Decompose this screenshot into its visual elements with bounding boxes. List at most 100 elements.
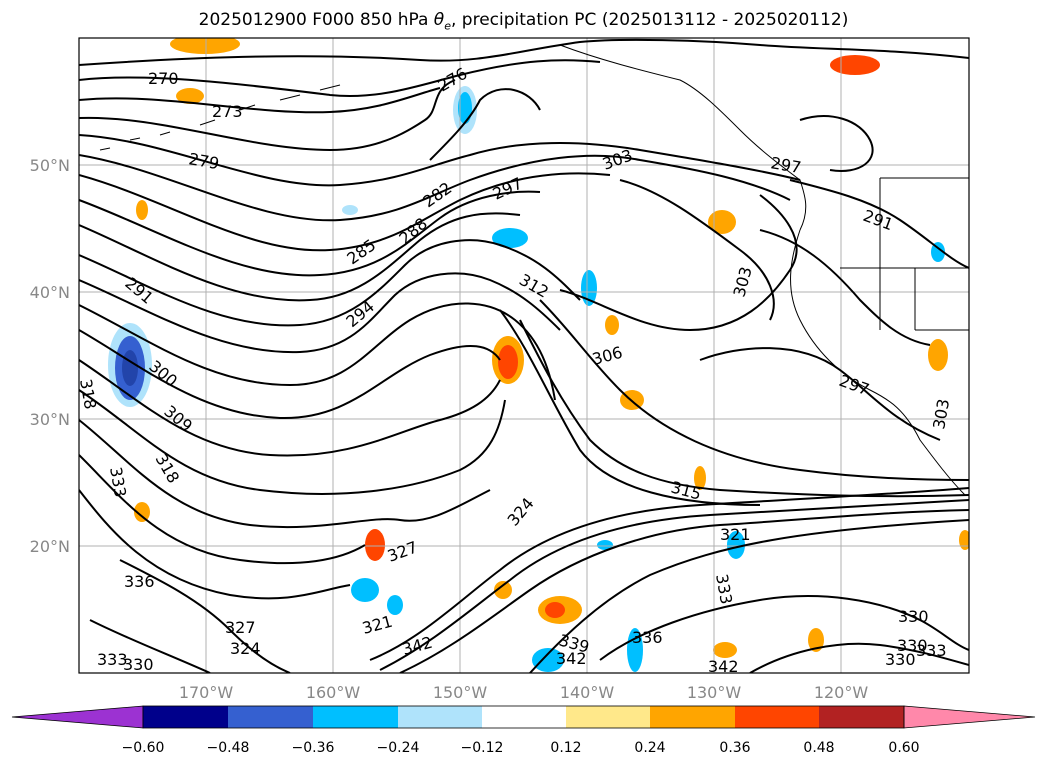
contour-line bbox=[619, 179, 775, 321]
negative-shade bbox=[627, 628, 643, 672]
contour-line bbox=[799, 115, 874, 172]
colorbar-label: 0.24 bbox=[634, 740, 665, 756]
contour-line bbox=[79, 154, 791, 222]
contour-label: 330 bbox=[885, 650, 916, 669]
contour-line bbox=[79, 389, 506, 495]
contour-line bbox=[599, 595, 969, 661]
contour-line bbox=[79, 172, 611, 252]
positive-shade bbox=[134, 502, 150, 522]
state-border bbox=[840, 177, 969, 331]
contour-line bbox=[379, 499, 969, 671]
contour-line bbox=[79, 489, 351, 600]
contour-line bbox=[79, 134, 801, 187]
colorbar-label: 0.36 bbox=[719, 740, 750, 756]
lon-tick-label: 170°W bbox=[179, 683, 234, 702]
map-frame bbox=[78, 37, 970, 674]
contour-line bbox=[89, 619, 211, 673]
contour-line bbox=[759, 229, 931, 346]
positive-shade bbox=[959, 530, 969, 550]
positive-shade bbox=[494, 581, 512, 599]
colorbar-bin bbox=[143, 706, 228, 728]
contour-label: 273 bbox=[212, 102, 243, 121]
positive-shade bbox=[176, 88, 204, 104]
lon-tick-label: 140°W bbox=[560, 683, 615, 702]
title-theta: θ bbox=[433, 10, 445, 30]
colorbar-frame bbox=[142, 705, 905, 729]
contour-line bbox=[529, 519, 969, 673]
negative-shade bbox=[597, 540, 613, 550]
colorbar-bin bbox=[735, 706, 819, 728]
contour-label: 333 bbox=[916, 641, 947, 660]
lon-tick-label: 120°W bbox=[814, 683, 869, 702]
title-main: 2025012900 F000 850 hPa bbox=[198, 10, 429, 30]
contour-line bbox=[429, 88, 541, 161]
positive-shade bbox=[136, 200, 148, 220]
contour-label: 333 bbox=[97, 650, 128, 669]
colorbar-bin bbox=[398, 706, 482, 728]
contour-label: 330 bbox=[898, 607, 929, 626]
colorbar-bin bbox=[819, 706, 904, 728]
colorbar-label: 0.48 bbox=[803, 740, 834, 756]
negative-shade bbox=[122, 350, 138, 386]
title-theta-sub: e bbox=[444, 19, 451, 33]
contour-label: 336 bbox=[124, 572, 155, 591]
contour-line bbox=[79, 272, 561, 354]
negative-shade bbox=[351, 578, 379, 602]
positive-shade bbox=[605, 315, 619, 335]
map-area bbox=[79, 38, 969, 673]
lat-tick-label: 30°N bbox=[30, 410, 70, 429]
contour-line bbox=[79, 79, 456, 151]
coastlines bbox=[99, 44, 969, 496]
contour-label: 270 bbox=[148, 69, 179, 88]
colorbar-label: 0.60 bbox=[888, 740, 919, 756]
contour-line bbox=[79, 359, 501, 457]
contour-label: 324 bbox=[230, 639, 261, 658]
lon-axis: 170°W 160°W 150°W 140°W 130°W 120°W bbox=[179, 683, 869, 702]
plot-title: 2025012900 F000 850 hPa θe, precipitatio… bbox=[0, 10, 1047, 32]
contour-label: 342 bbox=[708, 657, 739, 676]
negative-shade bbox=[458, 92, 472, 124]
contour-line bbox=[539, 299, 969, 481]
contour-line bbox=[79, 59, 601, 97]
colorbar-bin bbox=[313, 706, 398, 728]
colorbar-extend-right bbox=[903, 705, 1036, 729]
negative-shade bbox=[581, 270, 597, 306]
contour-line bbox=[559, 194, 798, 331]
colorbar: −0.60 −0.48 −0.36 −0.24 −0.12 0.12 0.24 … bbox=[11, 705, 1036, 756]
contour-line bbox=[79, 212, 521, 302]
lon-tick-label: 150°W bbox=[433, 683, 488, 702]
negative-shade bbox=[387, 595, 403, 615]
negative-shade bbox=[492, 228, 528, 248]
contour-line bbox=[399, 509, 969, 673]
contour-line bbox=[79, 454, 366, 565]
contour-line bbox=[519, 319, 969, 498]
title-rest: , precipitation PC (2025013112 - 2025020… bbox=[450, 10, 849, 30]
colorbar-label: −0.24 bbox=[377, 740, 420, 756]
positive-shade bbox=[545, 602, 565, 618]
positive-shade bbox=[928, 339, 948, 371]
contour-label: 321 bbox=[720, 525, 751, 544]
contour-label: 330 bbox=[123, 655, 154, 674]
colorbar-label: −0.12 bbox=[461, 740, 504, 756]
colorbar-bin bbox=[566, 706, 650, 728]
contour-line bbox=[79, 419, 491, 529]
contour-line bbox=[499, 309, 761, 506]
contour-label: 336 bbox=[632, 628, 663, 647]
contour-label: 330 bbox=[897, 636, 928, 655]
colorbar-label: −0.48 bbox=[207, 740, 250, 756]
negative-shade bbox=[532, 648, 564, 672]
lat-axis: 50°N 40°N 30°N 20°N bbox=[30, 156, 70, 556]
contour-line bbox=[749, 642, 969, 673]
colorbar-label: −0.60 bbox=[122, 740, 165, 756]
contour-line bbox=[79, 190, 541, 277]
colorbar-extend-left bbox=[11, 705, 144, 729]
contour-line bbox=[79, 329, 501, 420]
contour-label: 342 bbox=[556, 649, 587, 668]
contour-line bbox=[789, 179, 969, 269]
lat-tick-label: 50°N bbox=[30, 156, 70, 175]
positive-shade bbox=[498, 345, 518, 379]
lat-tick-label: 40°N bbox=[30, 283, 70, 302]
negative-shade bbox=[931, 242, 945, 262]
positive-shade bbox=[694, 466, 706, 490]
